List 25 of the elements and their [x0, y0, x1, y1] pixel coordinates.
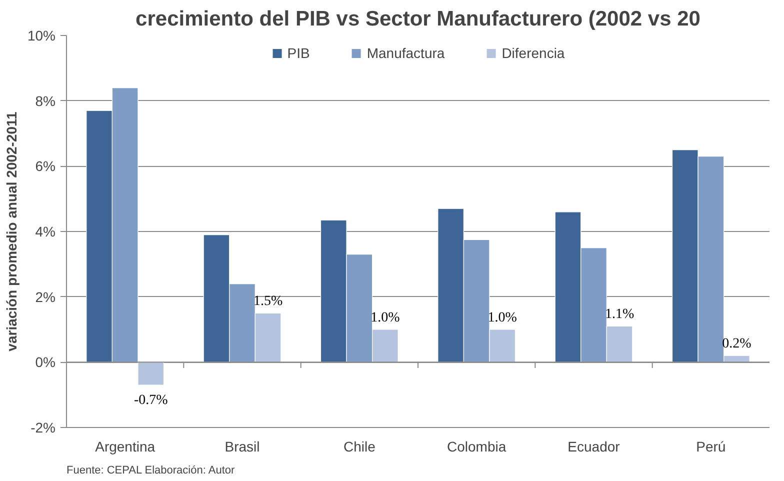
- y-axis-title: variación promedio anual 2002-2011: [3, 111, 20, 352]
- data-label: 1.0%: [488, 310, 518, 326]
- legend-label: PIB: [287, 45, 310, 61]
- legend-label: Manufactura: [366, 45, 445, 61]
- y-tick-label: 8%: [35, 92, 56, 109]
- data-label: 1.1%: [604, 307, 634, 322]
- y-tick-label: -2%: [30, 420, 56, 436]
- x-tick-label: Perú: [696, 438, 726, 454]
- y-tick-label: 10%: [27, 28, 56, 44]
- y-tick-label: 2%: [35, 288, 56, 305]
- x-tick-label: Brasil: [224, 438, 260, 454]
- x-tick-label: Colombia: [447, 438, 506, 454]
- x-tick-label: Argentina: [95, 438, 156, 454]
- x-tick-label: Ecuador: [568, 438, 620, 454]
- y-tick-label: 6%: [35, 158, 56, 174]
- data-label: -0.7%: [134, 393, 168, 408]
- legend-label: Diferencia: [502, 45, 565, 61]
- chart-title: crecimiento del PIB vs Sector Manufacturero (2002 vs 20: [136, 8, 700, 30]
- source-note: Fuente: CEPAL Elaboración: Autor: [66, 464, 235, 476]
- data-label: 1.5%: [253, 294, 283, 310]
- y-tick-label: 4%: [35, 224, 56, 240]
- data-label: 1.0%: [370, 310, 400, 326]
- data-label: 0.2%: [722, 336, 752, 352]
- y-tick-label: 0%: [35, 354, 56, 370]
- x-tick-label: Chile: [343, 438, 376, 454]
